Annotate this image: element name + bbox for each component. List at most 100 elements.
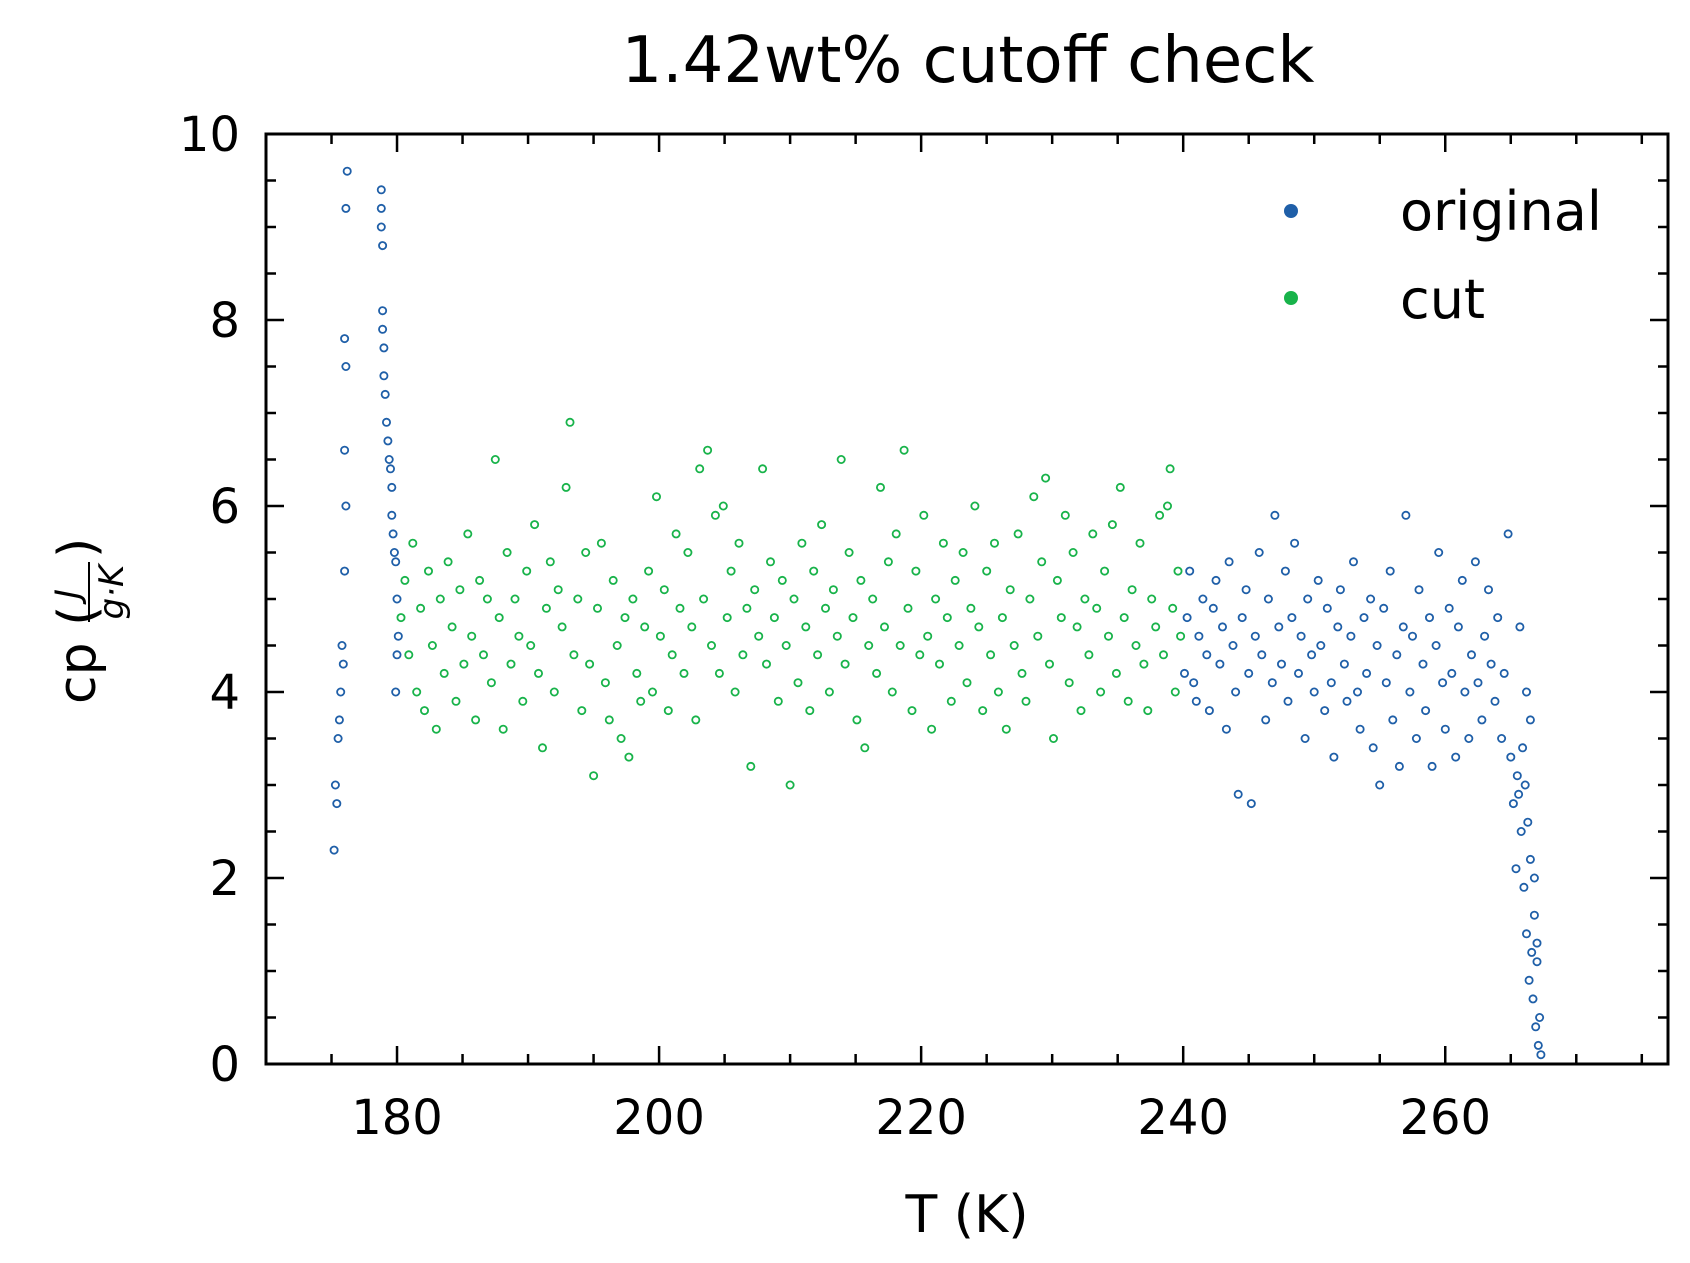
point-original-4 bbox=[334, 715, 344, 725]
point-cut-112 bbox=[836, 454, 846, 464]
point-original-73 bbox=[1296, 631, 1306, 641]
point-cut-89 bbox=[746, 761, 756, 771]
point-original-22 bbox=[379, 371, 389, 381]
point-cut-125 bbox=[887, 687, 897, 697]
point-original-66 bbox=[1274, 622, 1284, 632]
point-cut-127 bbox=[895, 641, 905, 651]
point-cut-149 bbox=[982, 566, 992, 576]
point-cut-26 bbox=[498, 724, 508, 734]
point-original-131 bbox=[1486, 659, 1496, 669]
point-cut-64 bbox=[648, 687, 658, 697]
point-cut-136 bbox=[931, 594, 941, 604]
point-original-49 bbox=[1218, 622, 1228, 632]
point-original-143 bbox=[1519, 882, 1529, 892]
point-cut-45 bbox=[573, 594, 583, 604]
point-original-139 bbox=[1511, 864, 1521, 874]
point-cut-66 bbox=[655, 631, 665, 641]
point-cut-123 bbox=[880, 622, 890, 632]
x-tick-label-220: 220 bbox=[875, 1090, 967, 1146]
point-original-71 bbox=[1290, 538, 1300, 548]
point-original-88 bbox=[1346, 631, 1356, 641]
point-cut-56 bbox=[616, 734, 626, 744]
point-cut-103 bbox=[801, 622, 811, 632]
point-original-153 bbox=[1532, 957, 1542, 967]
point-original-2 bbox=[332, 799, 342, 809]
point-original-11 bbox=[341, 361, 351, 371]
point-original-138 bbox=[1508, 799, 1518, 809]
point-cut-55 bbox=[612, 641, 622, 651]
point-cut-18 bbox=[467, 631, 477, 641]
point-cut-60 bbox=[632, 668, 642, 678]
point-cut-11 bbox=[439, 668, 449, 678]
point-original-76 bbox=[1307, 650, 1317, 660]
point-original-98 bbox=[1379, 603, 1389, 613]
point-cut-139 bbox=[942, 613, 952, 623]
point-original-5 bbox=[336, 687, 346, 697]
point-cut-107 bbox=[817, 520, 827, 530]
point-original-144 bbox=[1520, 780, 1530, 790]
point-original-136 bbox=[1503, 529, 1513, 539]
point-cut-175 bbox=[1084, 650, 1094, 660]
point-cut-21 bbox=[478, 650, 488, 660]
point-original-160 bbox=[1514, 789, 1524, 799]
point-cut-92 bbox=[758, 464, 768, 474]
point-cut-160 bbox=[1025, 594, 1035, 604]
point-original-30 bbox=[388, 529, 398, 539]
point-cut-8 bbox=[427, 641, 437, 651]
point-cut-171 bbox=[1068, 548, 1078, 558]
point-cut-97 bbox=[777, 575, 787, 585]
point-original-109 bbox=[1414, 585, 1424, 595]
point-original-0 bbox=[329, 845, 339, 855]
point-original-159 bbox=[1518, 743, 1528, 753]
point-original-96 bbox=[1372, 641, 1382, 651]
point-cut-81 bbox=[714, 668, 724, 678]
point-cut-159 bbox=[1021, 696, 1031, 706]
point-cut-6 bbox=[419, 706, 429, 716]
point-cut-80 bbox=[710, 510, 720, 520]
point-original-7 bbox=[338, 659, 348, 669]
point-cut-3 bbox=[408, 538, 418, 548]
point-original-35 bbox=[392, 650, 402, 660]
point-original-116 bbox=[1438, 678, 1448, 688]
point-cut-105 bbox=[809, 566, 819, 576]
point-original-148 bbox=[1525, 854, 1535, 864]
point-original-140 bbox=[1512, 771, 1522, 781]
point-cut-27 bbox=[502, 548, 512, 558]
point-original-52 bbox=[1228, 641, 1238, 651]
point-cut-72 bbox=[679, 668, 689, 678]
point-original-55 bbox=[1237, 613, 1247, 623]
point-original-127 bbox=[1473, 678, 1483, 688]
point-original-63 bbox=[1263, 594, 1273, 604]
point-cut-71 bbox=[675, 603, 685, 613]
point-cut-195 bbox=[1163, 501, 1173, 511]
point-cut-7 bbox=[423, 566, 433, 576]
point-original-90 bbox=[1353, 687, 1363, 697]
point-cut-88 bbox=[742, 603, 752, 613]
point-original-6 bbox=[337, 641, 347, 651]
point-original-147 bbox=[1524, 975, 1534, 985]
point-original-23 bbox=[380, 389, 390, 399]
point-cut-43 bbox=[565, 417, 575, 427]
point-original-97 bbox=[1375, 780, 1385, 790]
point-original-154 bbox=[1533, 1040, 1543, 1050]
point-cut-172 bbox=[1072, 622, 1082, 632]
point-cut-20 bbox=[475, 575, 485, 585]
point-original-101 bbox=[1388, 715, 1398, 725]
point-cut-108 bbox=[821, 603, 831, 613]
point-cut-17 bbox=[463, 529, 473, 539]
point-original-14 bbox=[342, 166, 352, 176]
point-cut-147 bbox=[974, 622, 984, 632]
point-cut-31 bbox=[518, 696, 528, 706]
point-cut-199 bbox=[1173, 566, 1183, 576]
point-cut-156 bbox=[1009, 641, 1019, 651]
point-cut-86 bbox=[734, 538, 744, 548]
point-cut-41 bbox=[557, 622, 567, 632]
point-cut-29 bbox=[510, 594, 520, 604]
point-cut-135 bbox=[927, 724, 937, 734]
point-original-118 bbox=[1444, 603, 1454, 613]
point-cut-98 bbox=[781, 641, 791, 651]
point-original-24 bbox=[381, 417, 391, 427]
point-cut-33 bbox=[526, 641, 536, 651]
point-original-74 bbox=[1300, 734, 1310, 744]
point-cut-192 bbox=[1151, 622, 1161, 632]
